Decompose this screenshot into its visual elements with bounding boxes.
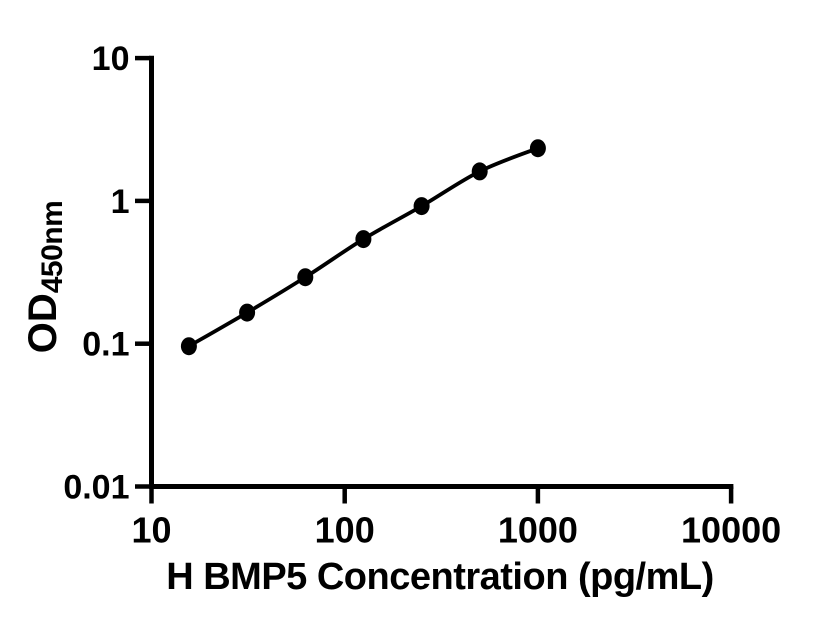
data-point <box>239 303 256 322</box>
y-tick-label: 0.01 <box>63 469 129 507</box>
data-point <box>471 162 488 181</box>
data-point <box>180 337 197 356</box>
data-point <box>529 139 546 158</box>
x-tick-label: 1000 <box>498 510 578 551</box>
y-tick-label: 1 <box>111 183 130 221</box>
x-tick-label: 10000 <box>681 510 781 551</box>
data-point <box>355 230 372 249</box>
y-axis-title-main: OD <box>21 293 65 354</box>
x-axis-title: H BMP5 Concentration (pg/mL) <box>166 556 714 598</box>
x-tick-label: 10 <box>131 510 171 551</box>
x-tick-label: 100 <box>315 510 375 551</box>
data-point <box>297 268 314 287</box>
y-axis-title: OD 450nm <box>21 192 69 362</box>
y-tick-label: 0.1 <box>82 326 129 364</box>
y-tick-label: 10 <box>92 40 130 78</box>
y-axis-title-sub: 450nm <box>36 200 69 294</box>
data-point <box>413 197 430 216</box>
